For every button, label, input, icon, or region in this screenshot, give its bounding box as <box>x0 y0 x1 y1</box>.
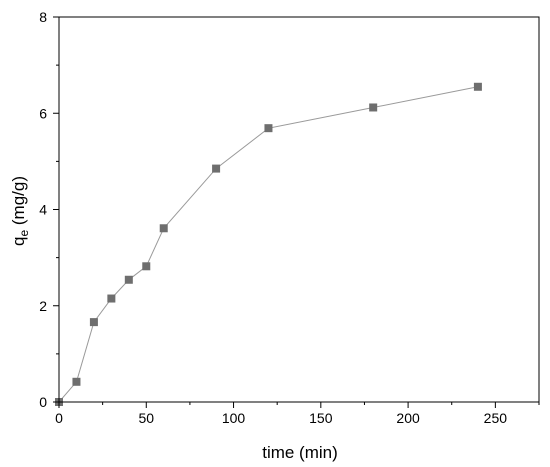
x-tick-label: 200 <box>396 410 420 426</box>
x-tick-label: 0 <box>55 410 63 426</box>
y-tick-label: 2 <box>39 298 47 314</box>
y-tick-label: 8 <box>39 9 47 25</box>
tick-labels: 0 50 100 150 200 250 0 2 4 6 8 <box>39 9 507 426</box>
data-point <box>107 294 116 303</box>
data-point <box>473 82 482 91</box>
y-axis-title-subscript: e <box>17 230 31 237</box>
x-tick-label: 100 <box>222 410 246 426</box>
x-tick-label: 50 <box>138 410 154 426</box>
y-tick-label: 6 <box>39 105 47 121</box>
x-axis-title: time (min) <box>262 443 338 462</box>
data-point <box>72 377 81 386</box>
x-tick-label: 250 <box>484 410 508 426</box>
y-tick-label: 4 <box>39 202 47 218</box>
y-axis-title: qe (mg/g) <box>9 176 31 246</box>
data-point <box>369 103 378 112</box>
data-point <box>159 224 168 233</box>
data-point <box>89 318 98 327</box>
plot-frame <box>58 16 540 403</box>
data-point <box>212 164 221 173</box>
plot-marks <box>55 82 482 406</box>
y-axis-title-main: q <box>9 237 28 246</box>
x-tick-label: 150 <box>309 410 333 426</box>
data-point <box>124 275 133 284</box>
y-axis-title-unit: (mg/g) <box>9 176 28 230</box>
y-tick-label: 0 <box>39 394 47 410</box>
data-point <box>264 124 273 133</box>
axes <box>53 16 540 408</box>
data-point <box>142 262 151 271</box>
series-line <box>58 86 478 403</box>
